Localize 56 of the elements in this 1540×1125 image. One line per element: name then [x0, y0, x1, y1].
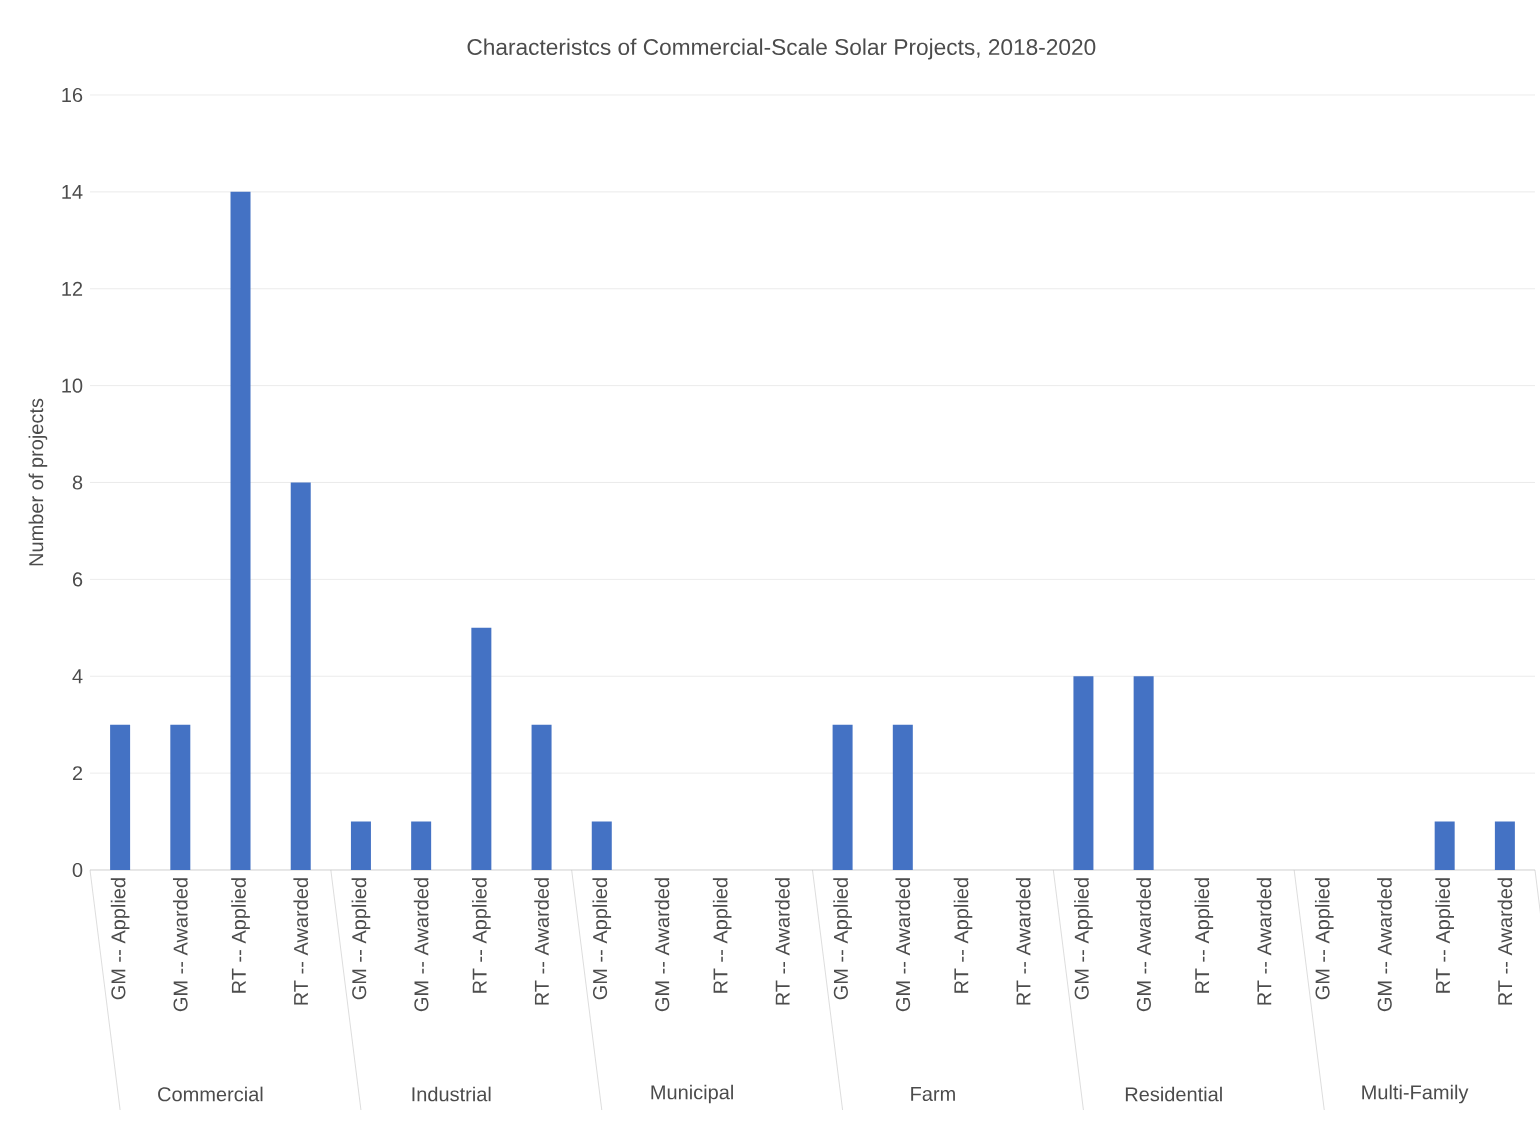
y-axis-title: Number of projects: [28, 398, 48, 566]
bar: [290, 482, 311, 870]
bar: [591, 821, 612, 870]
bar: [1073, 676, 1094, 870]
text: Industrial: [412, 1086, 491, 1102]
bar: [892, 724, 913, 870]
x-tick-label: RT -- Awarded: [775, 878, 790, 1005]
y-tick-label: 16: [62, 87, 83, 103]
x-tick-label: GM -- Applied: [1314, 878, 1334, 1000]
x-tick-label: RT -- Applied: [1435, 878, 1454, 993]
bar: [1434, 821, 1455, 870]
x-tick-label: GM -- Awarded: [1377, 878, 1392, 1012]
x-tick-label: GM -- Awarded: [413, 878, 429, 1012]
y-tick-label: 12: [62, 281, 83, 296]
bar: [411, 821, 432, 870]
bar: [230, 191, 251, 870]
text: Residential: [1125, 1086, 1222, 1102]
x-tick-label: RT -- Applied: [472, 878, 491, 993]
y-tick-label: 8: [72, 475, 83, 490]
x-tick-label: RT -- Awarded: [534, 878, 549, 1005]
x-tick-label: RT -- Applied: [1194, 878, 1214, 993]
x-tick-label: GM -- Applied: [1074, 878, 1093, 1000]
x-tick-label: GM -- Applied: [592, 878, 612, 1000]
bar: [110, 724, 131, 870]
x-tick-label: RT -- Applied: [231, 878, 250, 993]
x-tick-label: GM -- Awarded: [654, 878, 670, 1012]
y-tick-label: 0: [72, 862, 83, 878]
chart-title: Characteristcs of Commercial-Scale Solar Projects, 2018-2020: [467, 38, 1096, 60]
x-tick-label: GM -- Awarded: [895, 878, 911, 1012]
x-tick-label: GM -- Applied: [833, 878, 852, 1000]
text: Multi-Family: [1362, 1084, 1469, 1104]
y-tick-label: 6: [72, 572, 83, 587]
bar: [471, 627, 492, 870]
x-tick-label: RT -- Awarded: [1497, 878, 1513, 1005]
bar: [1133, 676, 1154, 870]
x-tick-label: RT -- Applied: [953, 878, 973, 993]
text: Commercial: [158, 1086, 263, 1102]
bar: [170, 724, 191, 870]
x-tick-label: RT -- Awarded: [1015, 878, 1031, 1005]
y-tick-label: 2: [72, 766, 83, 781]
x-tick-label: GM -- Applied: [110, 878, 130, 1000]
y-tick-label: 10: [62, 378, 83, 393]
bar: [531, 724, 552, 870]
y-tick-label: 14: [62, 184, 83, 199]
x-tick-label: RT -- Applied: [712, 878, 732, 993]
bar: [1494, 821, 1515, 870]
x-tick-label: GM -- Applied: [351, 878, 371, 1000]
x-tick-label: RT -- Awarded: [1256, 878, 1272, 1005]
bar: [350, 821, 371, 870]
bar: [832, 724, 853, 870]
y-tick-label: 4: [72, 669, 83, 684]
x-tick-label: RT -- Awarded: [293, 878, 309, 1005]
text: Municipal: [651, 1084, 733, 1104]
x-tick-label: GM -- Awarded: [1136, 878, 1151, 1012]
x-tick-label: GM -- Awarded: [172, 878, 188, 1012]
text: Farm: [911, 1087, 955, 1101]
